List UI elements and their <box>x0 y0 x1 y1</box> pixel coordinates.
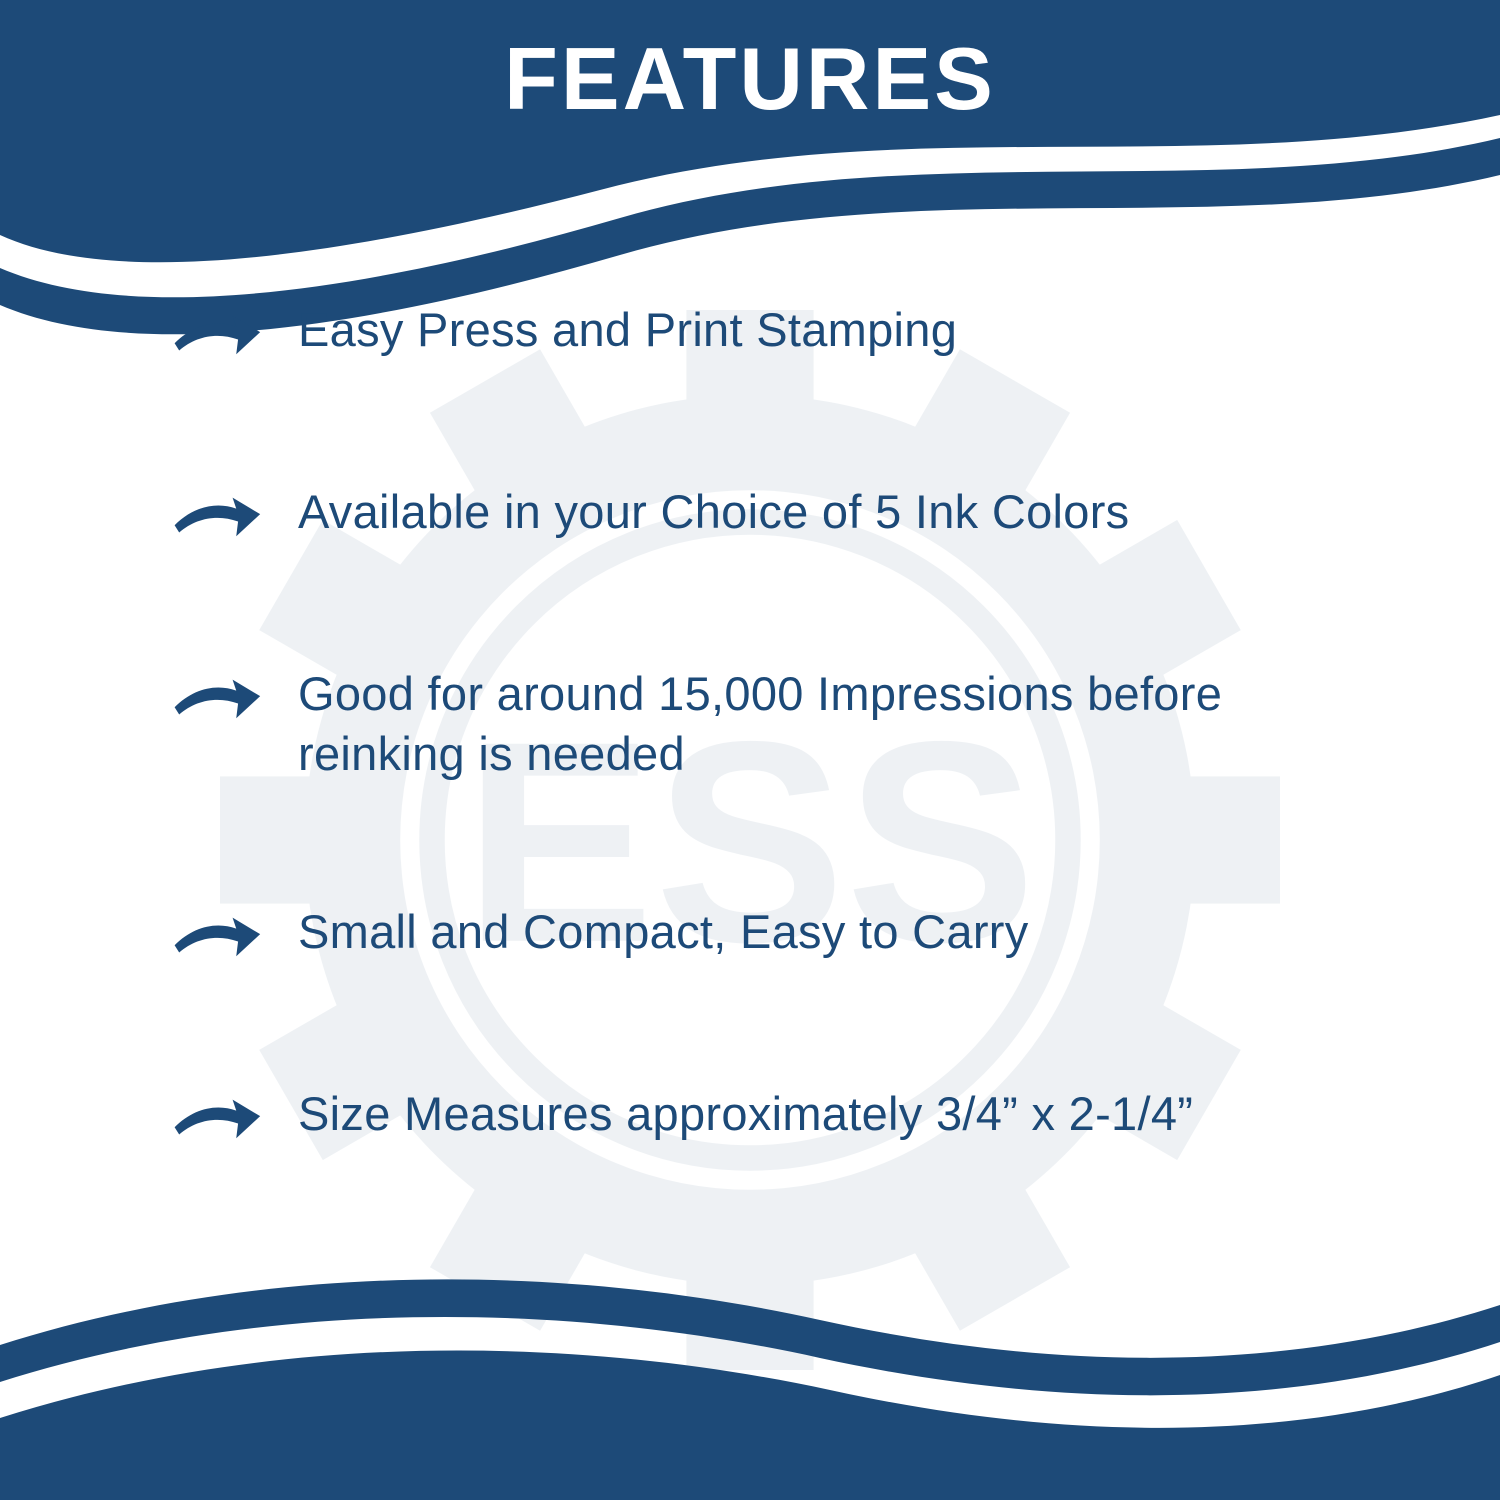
feature-list: Easy Press and Print Stamping Available … <box>170 300 1340 1148</box>
feature-text: Good for around 15,000 Impressions befor… <box>298 664 1340 784</box>
arrow-icon <box>170 486 262 546</box>
feature-item: Available in your Choice of 5 Ink Colors <box>170 482 1340 546</box>
feature-item: Good for around 15,000 Impressions befor… <box>170 664 1340 784</box>
feature-item: Small and Compact, Easy to Carry <box>170 902 1340 966</box>
feature-text: Size Measures approximately 3/4” x 2-1/4… <box>298 1084 1193 1144</box>
feature-item: Size Measures approximately 3/4” x 2-1/4… <box>170 1084 1340 1148</box>
infographic-canvas: ESS FEATURES Easy Press and Print Stampi… <box>0 0 1500 1500</box>
feature-text: Available in your Choice of 5 Ink Colors <box>298 482 1129 542</box>
feature-item: Easy Press and Print Stamping <box>170 300 1340 364</box>
feature-text: Easy Press and Print Stamping <box>298 300 957 360</box>
feature-text: Small and Compact, Easy to Carry <box>298 902 1029 962</box>
arrow-icon <box>170 906 262 966</box>
arrow-icon <box>170 668 262 728</box>
arrow-icon <box>170 1088 262 1148</box>
page-title: FEATURES <box>0 28 1500 130</box>
arrow-icon <box>170 304 262 364</box>
footer-band <box>0 1250 1500 1500</box>
